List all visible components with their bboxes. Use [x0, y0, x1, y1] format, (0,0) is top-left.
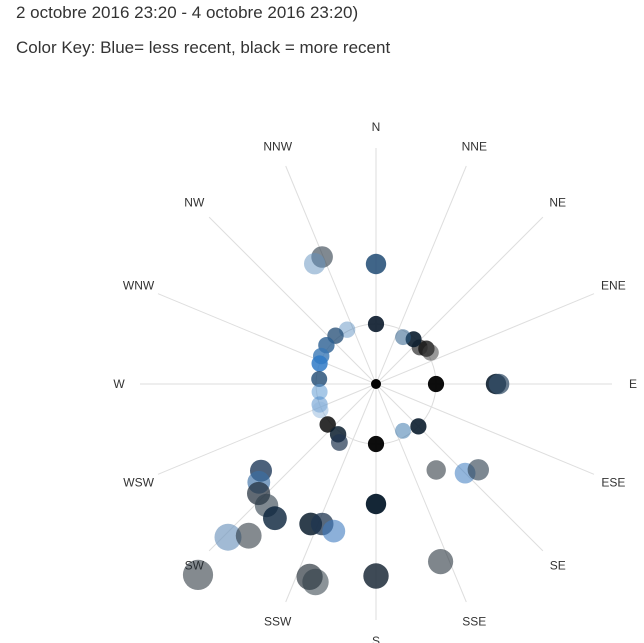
spoke-ese	[375, 383, 595, 475]
data-point	[311, 383, 328, 400]
direction-label-nnw: NNW	[263, 140, 292, 154]
data-point	[311, 371, 328, 387]
spoke-ene	[375, 293, 595, 385]
direction-label-ene: ENE	[601, 279, 626, 293]
direction-label-n: N	[372, 120, 381, 134]
data-points	[182, 246, 510, 596]
data-point	[363, 563, 389, 589]
direction-label-s: S	[372, 634, 380, 643]
direction-label-wnw: WNW	[123, 279, 155, 293]
data-point	[302, 568, 329, 596]
direction-label-sse: SSE	[462, 614, 486, 628]
data-point	[182, 559, 214, 591]
data-point	[214, 523, 242, 551]
data-point	[312, 401, 329, 419]
data-point	[331, 434, 348, 451]
spoke-sw	[208, 383, 377, 552]
data-point	[319, 416, 336, 433]
data-point	[365, 493, 387, 515]
data-point	[395, 422, 411, 439]
data-point	[426, 460, 446, 480]
chart-title: 2 octobre 2016 23:20 - 4 octobre 2016 23…	[16, 3, 359, 22]
center-point	[371, 379, 381, 389]
direction-label-ssw: SSW	[264, 614, 292, 628]
data-point	[410, 418, 427, 435]
data-point	[422, 344, 439, 361]
direction-label-e: E	[629, 377, 637, 391]
data-point	[367, 315, 385, 333]
spoke-ne	[375, 216, 544, 385]
data-point	[322, 519, 346, 543]
data-point	[235, 522, 262, 549]
data-point	[365, 253, 387, 275]
spoke-wnw	[157, 293, 377, 385]
chart-subtitle: Color Key: Blue= less recent, black = mo…	[16, 38, 391, 57]
spoke-nnw	[285, 165, 377, 385]
direction-label-nne: NNE	[462, 140, 487, 154]
data-point	[488, 373, 510, 395]
data-point	[467, 459, 489, 481]
spoke-nw	[208, 216, 377, 385]
direction-label-se: SE	[550, 559, 566, 573]
direction-label-ese: ESE	[601, 475, 625, 489]
data-point	[263, 506, 287, 531]
title-block: 2 octobre 2016 23:20 - 4 octobre 2016 23…	[16, 0, 636, 59]
data-point	[427, 375, 445, 393]
spoke-ssw	[285, 383, 377, 603]
direction-label-nw: NW	[184, 195, 205, 209]
data-point	[395, 329, 411, 346]
spoke-wsw	[157, 383, 377, 475]
data-point	[428, 549, 454, 575]
direction-labels: NNNENEENEEESESESSESSSWSWWSWWWNWNWNNW	[113, 120, 637, 643]
spoke-nne	[375, 165, 467, 385]
spoke-sse	[375, 383, 467, 603]
direction-label-ne: NE	[549, 195, 566, 209]
direction-label-wsw: WSW	[123, 475, 154, 489]
direction-label-w: W	[113, 377, 125, 391]
data-point	[311, 355, 328, 372]
data-point	[367, 435, 385, 453]
data-point	[304, 253, 326, 275]
